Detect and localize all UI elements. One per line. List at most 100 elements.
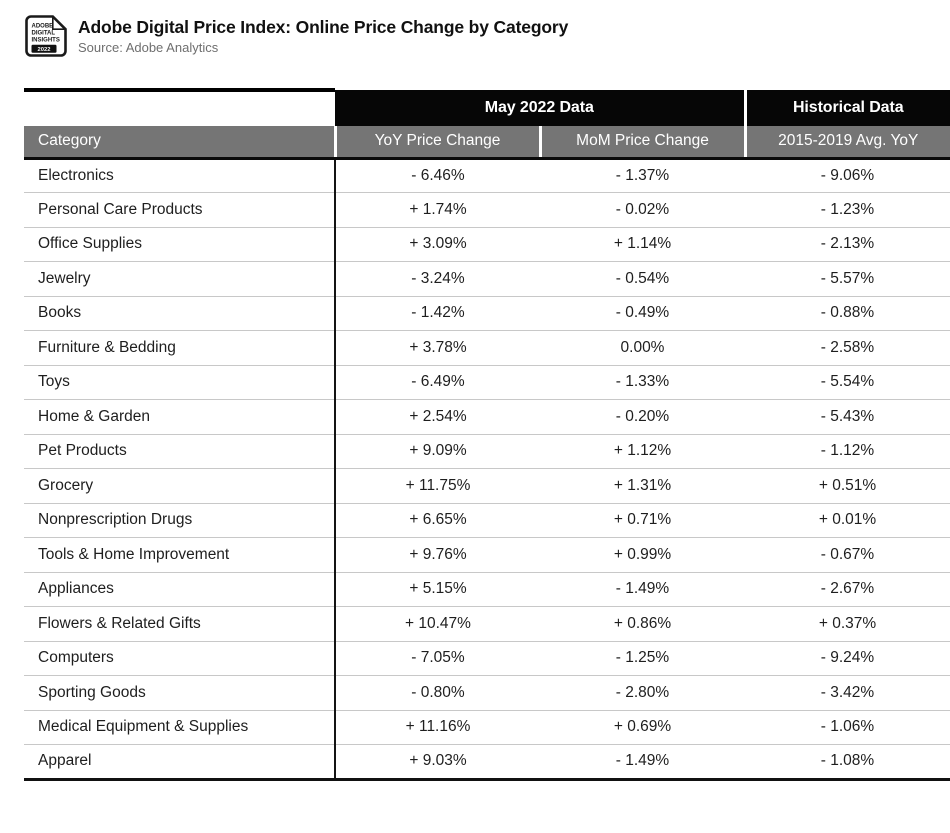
col-header-category: Category — [24, 126, 335, 160]
col-header-hist: 2015-2019 Avg. YoY — [743, 126, 950, 160]
mom-value-cell: + 0.86% — [540, 606, 745, 642]
table-row: Pet Products + 9.09% + 1.12% - 1.12% — [24, 434, 950, 469]
hist-value-cell: - 5.54% — [745, 365, 950, 400]
mom-value-cell: - 0.49% — [540, 296, 745, 331]
category-cell: Toys — [24, 365, 336, 400]
category-cell: Medical Equipment & Supplies — [24, 710, 336, 745]
yoy-value-cell: + 9.76% — [335, 537, 540, 573]
table-row: Apparel + 9.03% - 1.49% - 1.08% — [24, 744, 950, 781]
yoy-value-cell: + 1.74% — [335, 192, 540, 228]
hist-value-cell: + 0.51% — [745, 468, 950, 504]
col-header-yoy: YoY Price Change — [333, 126, 540, 160]
table-row: Medical Equipment & Supplies + 11.16% + … — [24, 710, 950, 745]
category-cell: Computers — [24, 641, 336, 676]
mom-value-cell: + 1.12% — [540, 434, 745, 469]
mom-value-cell: - 1.25% — [540, 641, 745, 676]
hist-value-cell: - 3.42% — [745, 675, 950, 711]
yoy-value-cell: + 11.75% — [335, 468, 540, 504]
title-block: Adobe Digital Price Index: Online Price … — [78, 14, 568, 55]
group-header-row: May 2022 Data Historical Data — [24, 88, 950, 126]
yoy-value-cell: + 10.47% — [335, 606, 540, 642]
table-row: Books - 1.42% - 0.49% - 0.88% — [24, 296, 950, 331]
category-cell: Apparel — [24, 744, 336, 781]
table-row: Personal Care Products + 1.74% - 0.02% -… — [24, 192, 950, 228]
hist-value-cell: - 9.24% — [745, 641, 950, 676]
category-cell: Personal Care Products — [24, 192, 336, 228]
yoy-value-cell: + 3.09% — [335, 227, 540, 262]
mom-value-cell: - 1.49% — [540, 572, 745, 607]
category-cell: Grocery — [24, 468, 336, 504]
yoy-value-cell: - 6.49% — [335, 365, 540, 400]
hist-value-cell: + 0.01% — [745, 503, 950, 538]
group-header-historical: Historical Data — [743, 90, 950, 126]
logo-line-3: INSIGHTS — [32, 38, 60, 44]
mom-value-cell: - 0.54% — [540, 261, 745, 297]
category-cell: Tools & Home Improvement — [24, 537, 336, 573]
mom-value-cell: + 1.31% — [540, 468, 745, 504]
page-title: Adobe Digital Price Index: Online Price … — [78, 17, 569, 37]
mom-value-cell: 0.00% — [540, 330, 745, 366]
table-row: Nonprescription Drugs + 6.65% + 0.71% + … — [24, 503, 950, 538]
yoy-value-cell: - 3.24% — [335, 261, 540, 297]
yoy-value-cell: - 0.80% — [335, 675, 540, 711]
mom-value-cell: - 1.33% — [540, 365, 745, 400]
table-body: Electronics - 6.46% - 1.37% - 9.06% Pers… — [24, 158, 950, 781]
table-row: Electronics - 6.46% - 1.37% - 9.06% — [24, 158, 950, 193]
yoy-value-cell: + 9.03% — [335, 744, 540, 781]
table-row: Home & Garden + 2.54% - 0.20% - 5.43% — [24, 399, 950, 435]
logo-line-2: DIGITAL — [32, 31, 56, 37]
yoy-value-cell: + 5.15% — [335, 572, 540, 607]
hist-value-cell: - 0.88% — [745, 296, 950, 331]
category-cell: Pet Products — [24, 434, 336, 469]
category-cell: Electronics — [24, 158, 336, 193]
yoy-value-cell: + 11.16% — [335, 710, 540, 745]
table-row: Flowers & Related Gifts + 10.47% + 0.86%… — [24, 606, 950, 642]
mom-value-cell: - 2.80% — [540, 675, 745, 711]
hist-value-cell: - 9.06% — [745, 158, 950, 193]
table-row: Appliances + 5.15% - 1.49% - 2.67% — [24, 572, 950, 607]
yoy-value-cell: - 1.42% — [335, 296, 540, 331]
category-cell: Furniture & Bedding — [24, 330, 336, 366]
category-cell: Flowers & Related Gifts — [24, 606, 336, 642]
table-row: Grocery + 11.75% + 1.31% + 0.51% — [24, 468, 950, 504]
adi-logo-icon: ADOBE DIGITAL INSIGHTS 2022 — [25, 15, 67, 57]
mom-value-cell: + 0.99% — [540, 537, 745, 573]
yoy-value-cell: + 3.78% — [335, 330, 540, 366]
category-cell: Sporting Goods — [24, 675, 336, 711]
category-cell: Jewelry — [24, 261, 336, 297]
mom-value-cell: + 0.69% — [540, 710, 745, 745]
hist-value-cell: - 5.43% — [745, 399, 950, 435]
mom-value-cell: - 1.49% — [540, 744, 745, 781]
hist-value-cell: - 2.67% — [745, 572, 950, 607]
column-header-row: Category YoY Price Change MoM Price Chan… — [24, 126, 950, 160]
logo-line-1: ADOBE — [32, 24, 54, 30]
mom-value-cell: - 0.02% — [540, 192, 745, 228]
table-row: Toys - 6.49% - 1.33% - 5.54% — [24, 365, 950, 400]
hist-value-cell: - 1.06% — [745, 710, 950, 745]
hist-value-cell: - 1.12% — [745, 434, 950, 469]
yoy-value-cell: - 6.46% — [335, 158, 540, 193]
group-header-may-2022: May 2022 Data — [335, 90, 745, 126]
table-row: Furniture & Bedding + 3.78% 0.00% - 2.58… — [24, 330, 950, 366]
source-note: Source: Adobe Analytics — [78, 40, 219, 56]
hist-value-cell: - 0.67% — [745, 537, 950, 573]
hist-value-cell: - 1.08% — [745, 744, 950, 781]
mom-value-cell: + 0.71% — [540, 503, 745, 538]
category-cell: Office Supplies — [24, 227, 336, 262]
table-row: Computers - 7.05% - 1.25% - 9.24% — [24, 641, 950, 676]
col-header-mom: MoM Price Change — [538, 126, 745, 160]
table-row: Jewelry - 3.24% - 0.54% - 5.57% — [24, 261, 950, 297]
mom-value-cell: - 0.20% — [540, 399, 745, 435]
yoy-value-cell: - 7.05% — [335, 641, 540, 676]
hist-value-cell: - 1.23% — [745, 192, 950, 228]
table-row: Office Supplies + 3.09% + 1.14% - 2.13% — [24, 227, 950, 262]
hist-value-cell: - 5.57% — [745, 261, 950, 297]
category-cell: Nonprescription Drugs — [24, 503, 336, 538]
category-cell: Home & Garden — [24, 399, 336, 435]
hist-value-cell: + 0.37% — [745, 606, 950, 642]
table-row: Tools & Home Improvement + 9.76% + 0.99%… — [24, 537, 950, 573]
logo-year: 2022 — [38, 47, 51, 53]
mom-value-cell: + 1.14% — [540, 227, 745, 262]
hist-value-cell: - 2.13% — [745, 227, 950, 262]
category-cell: Appliances — [24, 572, 336, 607]
